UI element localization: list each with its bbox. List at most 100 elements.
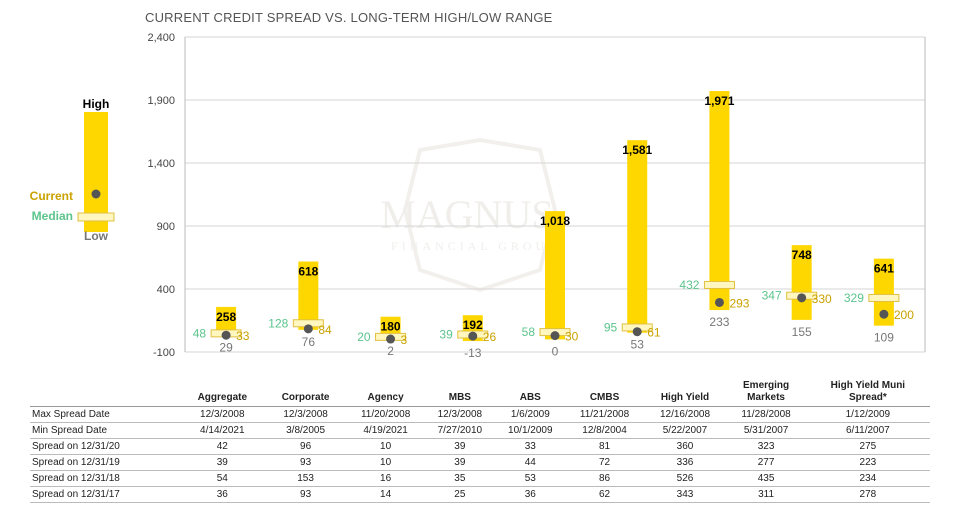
y-tick-label: 2,400 — [147, 32, 175, 44]
table-header-row: Aggregate Corporate Agency MBS ABS CMBS … — [30, 374, 930, 407]
table-cell: 10 — [346, 454, 425, 471]
table-cell: 16 — [346, 470, 425, 487]
table-cell: 277 — [726, 454, 806, 471]
table-cell: 223 — [805, 454, 930, 471]
range-bar — [791, 245, 812, 320]
table-row-label: Max Spread Date — [30, 406, 180, 423]
table-header-cell: ABS — [495, 374, 566, 407]
table-cell: 42 — [180, 438, 265, 455]
watermark-name: MAGNUS — [380, 192, 553, 237]
table-cell: 86 — [565, 470, 644, 487]
table-header-cell: High Yield — [643, 374, 727, 407]
median-value-label: 347 — [762, 289, 782, 303]
low-value-label: 29 — [219, 341, 233, 355]
high-value-label: 618 — [298, 265, 318, 279]
table-header-blank — [30, 374, 180, 407]
high-value-label: 748 — [792, 248, 812, 262]
table-body: Max Spread Date 12/3/2008 12/3/2008 11/20/2… — [30, 406, 930, 503]
table-cell: 323 — [726, 438, 806, 455]
table-cell: 336 — [643, 454, 727, 471]
current-dot — [797, 293, 807, 303]
legend-median-label: Median — [32, 209, 73, 223]
current-dot — [714, 297, 724, 307]
table-header-cell: High Yield Muni Spread* — [805, 374, 930, 407]
table-row: Min Spread Date 4/14/2021 3/8/2005 4/19/202… — [30, 422, 930, 439]
table-row-label: Spread on 12/31/18 — [30, 470, 180, 487]
legend: High Current Median Low — [30, 97, 115, 243]
table-header-cell: Emerging Markets — [726, 374, 806, 407]
table-cell: 11/20/2008 — [346, 406, 425, 423]
low-value-label: 2 — [387, 344, 394, 358]
y-axis-ticks: 2,400 1,900 1,400 900 400 -100 — [147, 32, 175, 359]
table-cell: 4/19/2021 — [346, 422, 425, 439]
table-row: Spread on 12/31/17 36 93 14 25 36 62 343 311 278 — [30, 486, 930, 503]
table-cell: 36 — [180, 486, 265, 503]
range-bar — [298, 261, 319, 330]
low-value-label: 233 — [709, 315, 729, 329]
table-cell: 96 — [264, 438, 347, 455]
low-value-label: 109 — [874, 331, 894, 345]
table-header-cell: MBS — [424, 374, 496, 407]
range-bars — [210, 91, 900, 344]
current-dot — [879, 309, 889, 319]
table-cell: 1/6/2009 — [495, 406, 566, 423]
table-cell: 4/14/2021 — [180, 422, 265, 439]
high-value-label: 180 — [381, 320, 401, 334]
current-dot — [221, 330, 231, 340]
table-row: Spread on 12/31/18 54 153 16 35 53 86 526 435 234 — [30, 470, 930, 487]
table-header-cell: Corporate — [264, 374, 347, 407]
table-row-label: Spread on 12/31/20 — [30, 438, 180, 455]
table-cell: 36 — [495, 486, 566, 503]
table-cell: 1/12/2009 — [805, 406, 930, 423]
high-value-label: 258 — [216, 310, 236, 324]
magnus-watermark-logo: MAGNUS FINANCIAL GROUP — [380, 137, 559, 293]
current-dot — [468, 331, 478, 341]
table-cell: 53 — [495, 470, 566, 487]
table-cell: 54 — [180, 470, 265, 487]
table-cell: 39 — [180, 454, 265, 471]
table-row: Spread on 12/31/19 39 93 10 39 44 72 336 277 223 — [30, 454, 930, 471]
table-cell: 275 — [805, 438, 930, 455]
median-value-label: 39 — [439, 327, 453, 341]
table-cell: 311 — [726, 486, 806, 503]
legend-low-label: Low — [84, 229, 109, 243]
table-cell: 12/3/2008 — [424, 406, 496, 423]
range-bar — [709, 91, 730, 311]
legend-high-label: High — [83, 97, 110, 111]
current-value-label: 33 — [236, 329, 250, 343]
table-cell: 278 — [805, 486, 930, 503]
table-row-label: Spread on 12/31/19 — [30, 454, 180, 471]
table-cell: 39 — [424, 438, 496, 455]
current-value-label: 61 — [647, 326, 661, 340]
watermark-subtitle: FINANCIAL GROUP — [391, 239, 559, 253]
current-value-label: 84 — [318, 323, 332, 337]
current-value-label: 30 — [565, 330, 579, 344]
table-header-cell: Aggregate — [180, 374, 265, 407]
table-cell: 25 — [424, 486, 496, 503]
table-cell: 343 — [643, 486, 727, 503]
low-value-label: 53 — [631, 338, 645, 352]
table-cell: 35 — [424, 470, 496, 487]
table-cell: 5/22/2007 — [643, 422, 727, 439]
y-tick-label: -100 — [153, 347, 175, 359]
current-dot — [550, 331, 560, 341]
chart-title: CURRENT CREDIT SPREAD VS. LONG-TERM HIGH… — [145, 10, 553, 25]
table-header-cell: Agency — [346, 374, 425, 407]
table-cell: 44 — [495, 454, 566, 471]
legend-current-dot — [91, 189, 101, 199]
table-row: Max Spread Date 12/3/2008 12/3/2008 11/20/2… — [30, 406, 930, 423]
table-cell: 11/28/2008 — [726, 406, 806, 423]
low-value-label: 155 — [792, 325, 812, 339]
table-cell: 6/11/2007 — [805, 422, 930, 439]
table-cell: 12/3/2008 — [180, 406, 265, 423]
table-cell: 11/21/2008 — [565, 406, 644, 423]
value-labels: 258 29 48 33 618 76 128 84 180 2 20 3 192 -13 39 26 1,01… — [193, 94, 914, 360]
current-value-label: 200 — [894, 308, 914, 322]
high-value-label: 1,018 — [540, 214, 570, 228]
median-value-label: 58 — [522, 325, 536, 339]
range-bar — [545, 211, 565, 340]
table-row: Spread on 12/31/20 42 96 10 39 33 81 360 323 275 — [30, 438, 930, 455]
table-cell: 72 — [565, 454, 644, 471]
table-cell: 62 — [565, 486, 644, 503]
table-cell: 526 — [643, 470, 727, 487]
